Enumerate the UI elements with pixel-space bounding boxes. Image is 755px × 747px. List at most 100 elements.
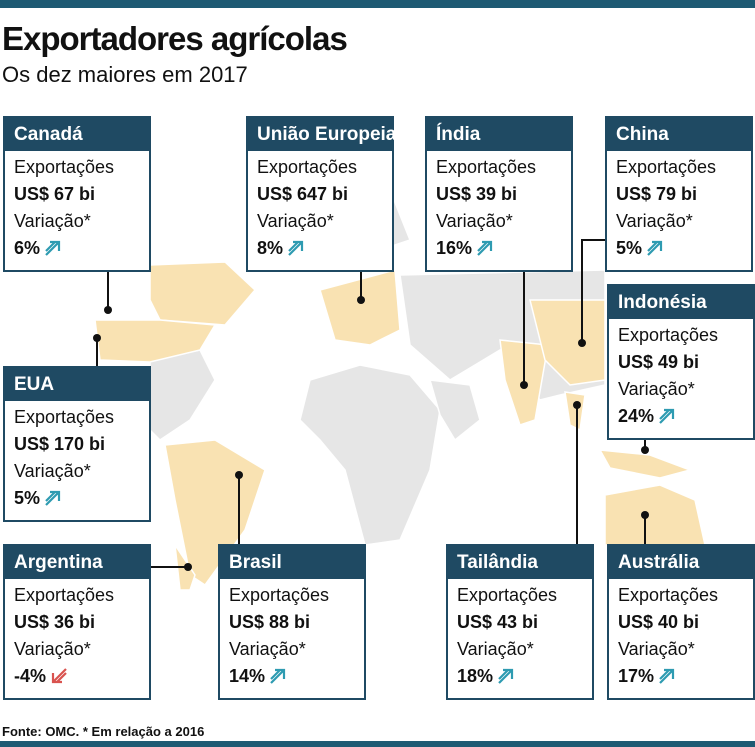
change-label: Variação* [257, 211, 334, 231]
change-row: 6% [5, 235, 149, 262]
change-label: Variação* [618, 639, 695, 659]
change-value: 8% [257, 238, 284, 258]
export-value: US$ 39 bi [436, 184, 518, 204]
country-box: Brasil Exportações US$ 88 bi Variação* 14% [218, 544, 366, 700]
export-value: US$ 36 bi [14, 612, 96, 632]
change-row: 5% [607, 235, 751, 262]
export-label: Exportações [457, 585, 558, 605]
change-row: 14% [220, 663, 364, 690]
change-row: 18% [448, 663, 592, 690]
export-value: US$ 49 bi [618, 352, 700, 372]
export-label: Exportações [14, 407, 115, 427]
change-row: -4% [5, 663, 149, 690]
change-value: 24% [618, 406, 655, 426]
dot [520, 381, 528, 389]
dot [573, 401, 581, 409]
dot [578, 339, 586, 347]
usa-shape [94, 319, 217, 363]
change-row: 8% [248, 235, 392, 262]
country-name: Indonésia [609, 286, 753, 319]
dot [93, 334, 101, 342]
subtitle: Os dez maiores em 2017 [2, 62, 248, 87]
arrow-up [498, 668, 514, 684]
export-value: US$ 170 bi [14, 434, 106, 454]
export-label: Exportações [618, 325, 719, 345]
country-box: EUA Exportações US$ 170 bi Variação* 5% [3, 366, 151, 522]
arrow-up [270, 668, 286, 684]
export-label: Exportações [257, 157, 358, 177]
bottom-bar [0, 741, 755, 747]
change-row: 17% [609, 663, 753, 690]
export-value: US$ 43 bi [457, 612, 539, 632]
change-label: Variação* [457, 639, 534, 659]
australia-shape [604, 484, 706, 546]
arrow-up [477, 240, 493, 256]
arrow-down [51, 668, 67, 684]
export-label: Exportações [14, 157, 115, 177]
dot [641, 446, 649, 454]
canada-shape [149, 261, 257, 326]
change-value: 17% [618, 666, 655, 686]
change-value: 16% [436, 238, 473, 258]
change-row: 24% [609, 403, 753, 430]
change-label: Variação* [229, 639, 306, 659]
country-box: China Exportações US$ 79 bi Variação* 5% [605, 116, 753, 272]
change-label: Variação* [618, 379, 695, 399]
change-label: Variação* [14, 211, 91, 231]
export-value: US$ 647 bi [257, 184, 349, 204]
change-value: 5% [14, 488, 41, 508]
country-box: União Europeia Exportações US$ 647 bi Varia… [246, 116, 396, 272]
export-label: Exportações [229, 585, 330, 605]
country-box: Tailândia Exportações US$ 43 bi Variação* 18… [446, 544, 594, 700]
dot [104, 306, 112, 314]
country-name: Canadá [5, 118, 149, 151]
country-box: Argentina Exportações US$ 36 bi Variação* -4… [3, 544, 151, 700]
africa [299, 364, 441, 546]
middle-east [428, 379, 481, 442]
dot [641, 511, 649, 519]
title: Exportadores agrícolas [2, 20, 348, 57]
change-label: Variação* [14, 639, 91, 659]
change-value: 14% [229, 666, 266, 686]
leader-line [581, 239, 605, 343]
country-name: União Europeia [248, 118, 396, 151]
change-value: 6% [14, 238, 41, 258]
change-row: 16% [427, 235, 571, 262]
change-value: -4% [14, 666, 47, 686]
country-box: Indonésia Exportações US$ 49 bi Variação* 24… [607, 284, 755, 440]
thailand-shape [564, 391, 586, 432]
change-label: Variação* [14, 461, 91, 481]
country-name: Austrália [609, 546, 753, 579]
country-name: EUA [5, 368, 149, 401]
footer: Fonte: OMC. * Em relação a 2016 [2, 724, 205, 739]
export-label: Exportações [616, 157, 717, 177]
country-box: Canadá Exportações US$ 67 bi Variação* 6% [3, 116, 151, 272]
dot [184, 563, 192, 571]
country-name: Índia [427, 118, 571, 151]
dot [235, 471, 243, 479]
arrow-up [659, 668, 675, 684]
export-label: Exportações [618, 585, 719, 605]
central-america [149, 349, 216, 441]
country-name: Brasil [220, 546, 364, 579]
top-bar [0, 0, 755, 8]
eu-shape [319, 269, 401, 346]
country-name: Argentina [5, 546, 149, 579]
dot [357, 296, 365, 304]
indonesia-shape [598, 449, 693, 479]
arrow-up [45, 240, 61, 256]
country-box: Austrália Exportações US$ 40 bi Variação* 17… [607, 544, 755, 700]
arrow-up [45, 490, 61, 506]
export-value: US$ 79 bi [616, 184, 698, 204]
arrow-up [647, 240, 663, 256]
export-value: US$ 40 bi [618, 612, 700, 632]
change-label: Variação* [436, 211, 513, 231]
country-name: Tailândia [448, 546, 592, 579]
country-name: China [607, 118, 751, 151]
leader-lines [96, 239, 646, 568]
change-value: 5% [616, 238, 643, 258]
change-label: Variação* [616, 211, 693, 231]
change-value: 18% [457, 666, 494, 686]
location-dots [93, 296, 649, 571]
